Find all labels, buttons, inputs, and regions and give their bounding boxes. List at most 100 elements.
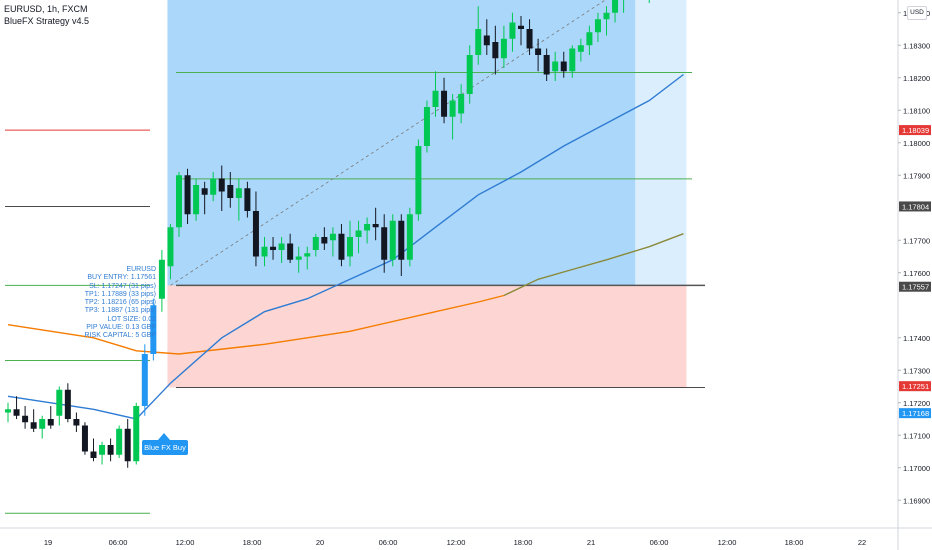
ma-orange-line <box>7 294 505 355</box>
candle-body <box>30 422 37 429</box>
x-tick-label: 20 <box>316 538 324 547</box>
candle <box>492 25 499 75</box>
candle-body <box>569 48 576 72</box>
candle-body <box>441 90 448 117</box>
candle <box>64 383 71 423</box>
candle <box>415 139 422 221</box>
candle <box>347 220 353 267</box>
candle-body <box>432 90 439 107</box>
price-tag-bg <box>899 201 931 212</box>
y-tick-label: 1.17600 <box>903 269 930 278</box>
candle-body <box>193 185 200 215</box>
y-tick-label: 1.17900 <box>903 171 930 180</box>
candle-body <box>39 419 46 429</box>
candle <box>5 402 11 423</box>
candle-body <box>252 211 259 257</box>
x-tick-label: 06:00 <box>109 538 128 547</box>
candle-body <box>244 188 251 211</box>
candle-body <box>158 259 165 299</box>
moving-averages <box>7 73 684 420</box>
candle <box>406 207 413 267</box>
price-tag-text: 1.17251 <box>902 382 929 391</box>
candle-body <box>81 425 88 452</box>
candle <box>270 237 277 260</box>
info-line: LOT SIZE: 0.02 <box>107 315 156 323</box>
candle-body <box>5 409 11 413</box>
candle <box>39 415 46 439</box>
trend-line <box>170 0 606 286</box>
candle <box>227 172 234 208</box>
x-tick-label: 06:00 <box>650 538 669 547</box>
candle <box>321 227 328 250</box>
candle <box>612 0 619 23</box>
candle-body <box>518 25 524 29</box>
candle <box>389 214 396 267</box>
candle <box>458 84 465 124</box>
candle-body <box>312 237 319 250</box>
candle <box>577 38 584 62</box>
candle-body <box>364 224 371 231</box>
buy-signal-label[interactable]: Blue FX Buy <box>142 440 188 455</box>
loss-zone <box>167 285 687 388</box>
candle-body <box>124 428 131 462</box>
candle-body <box>586 32 593 46</box>
candle <box>329 227 336 257</box>
info-line: TP1: 1.17889 (33 pips) <box>84 290 156 298</box>
strategy-title[interactable]: BlueFX Strategy v4.5 <box>4 16 90 26</box>
price-tag-text: 1.17168 <box>902 409 929 418</box>
candle-body <box>116 428 123 455</box>
candle <box>603 6 610 36</box>
candle <box>201 181 208 215</box>
candle-body <box>47 419 54 426</box>
candle <box>150 298 157 361</box>
candle <box>73 412 80 432</box>
candle <box>56 386 63 426</box>
y-tick-label: 1.18200 <box>903 74 930 83</box>
y-tick-label: 1.18300 <box>903 41 930 50</box>
candle-body <box>278 243 285 250</box>
candle <box>586 25 593 55</box>
candle-body <box>603 12 610 20</box>
candle <box>167 224 174 280</box>
currency-button[interactable]: USD <box>907 6 927 20</box>
info-line: PIP VALUE: 0.13 GBP <box>86 324 156 332</box>
x-tick-label: 18:00 <box>243 538 262 547</box>
candle <box>218 165 225 211</box>
price-tag: 1.17557 <box>899 281 931 292</box>
candle-body <box>90 451 97 458</box>
candle-body <box>577 45 584 52</box>
candle-body <box>483 35 490 46</box>
candle-body <box>210 178 217 195</box>
x-tick-label: 22 <box>858 538 866 547</box>
candle-body <box>449 100 456 117</box>
trade-levels <box>5 0 705 514</box>
candle <box>176 172 182 237</box>
x-tick-label: 18:00 <box>514 538 533 547</box>
price-tag-bg <box>899 281 931 292</box>
candle <box>312 233 319 257</box>
candle-body <box>227 185 234 198</box>
candle-body <box>133 406 140 462</box>
candle-body <box>475 29 482 55</box>
x-tick-label: 21 <box>587 538 595 547</box>
candle-body <box>560 61 567 72</box>
candle <box>526 19 533 55</box>
candle-body <box>423 107 430 146</box>
candle-body <box>500 38 507 59</box>
candle <box>261 237 268 267</box>
price-tag-text: 1.18039 <box>902 126 929 135</box>
candle-body <box>218 178 225 192</box>
candle-body <box>270 246 277 250</box>
candle-body <box>167 227 174 267</box>
candle-body <box>64 389 71 419</box>
ma-blue-line <box>7 73 684 420</box>
y-tick-label: 1.17400 <box>903 334 930 343</box>
symbol-title[interactable]: EURUSD, 1h, FXCM <box>4 4 88 14</box>
candle <box>107 438 114 462</box>
candle <box>210 172 217 202</box>
profit-zone-projection <box>635 0 687 286</box>
candle <box>81 422 88 455</box>
candle <box>372 207 379 241</box>
